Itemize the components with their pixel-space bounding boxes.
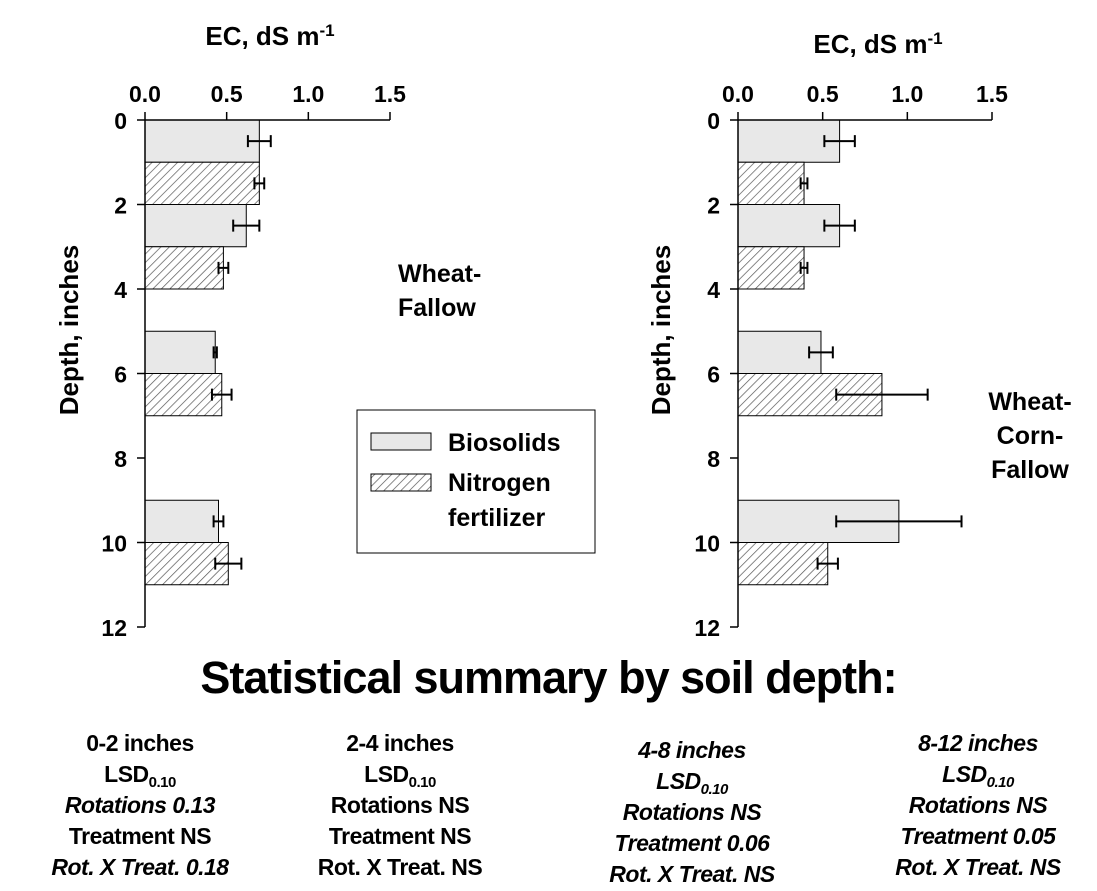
x-axis-title: EC, dS m-1 (813, 29, 942, 60)
y-tick-label: 12 (101, 615, 127, 641)
summary-lsd: LSD0.10 (656, 768, 728, 798)
rotation-label-line: Wheat- (398, 260, 481, 288)
summary-rot-x-treat: Rot. X Treat. NS (317, 854, 483, 880)
rotation-label-line: Wheat- (988, 388, 1071, 416)
summary-column-4-8-inches: 4-8 inches LSD0.10 Rotations NS Treatmen… (562, 735, 822, 890)
summary-column-2-4-inches: 2-4 inches LSD0.10 Rotations NS Treatmen… (270, 728, 530, 883)
x-tick-label: 0.5 (807, 81, 839, 107)
summary-rotations: Rotations NS (908, 792, 1048, 818)
summary-column-0-2-inches: 0-2 inches LSD0.10 Rotations 0.13 Treatm… (10, 728, 270, 883)
summary-rotations: Rotations NS (330, 792, 470, 818)
bar-nitrogen (737, 542, 829, 586)
y-axis-title: Depth, inches (646, 245, 676, 415)
y-tick-label: 4 (707, 277, 720, 303)
y-tick-label: 12 (694, 615, 720, 641)
rotation-label-line: Fallow (398, 294, 476, 322)
summary-treatment: Treatment 0.06 (614, 830, 770, 856)
summary-title: Statistical summary by soil depth: (200, 652, 897, 703)
x-tick-label: 1.0 (292, 81, 324, 107)
summary-treatment: Treatment 0.05 (900, 823, 1056, 849)
y-tick-label: 10 (101, 531, 127, 557)
x-axis-title: EC, dS m-1 (205, 21, 334, 52)
summary-column-8-12-inches: 8-12 inches LSD0.10 Rotations NS Treatme… (848, 728, 1097, 883)
y-axis-title: Depth, inches (54, 245, 84, 415)
rotation-label-line: Corn- (997, 422, 1064, 450)
summary-treatment: Treatment NS (328, 823, 472, 849)
summary-heading: 8-12 inches (918, 730, 1038, 756)
y-tick-label: 6 (114, 362, 127, 388)
wheat-corn-fallow-panel: 0.0 0.5 1.0 1.5 0 2 4 6 8 10 12 EC, dS m-1 Depth, in… (646, 29, 1072, 642)
legend-swatch-biosolids (370, 432, 432, 451)
summary-heading: 0-2 inches (86, 730, 194, 756)
legend-label-fertilizer: fertilizer (448, 504, 546, 532)
bar-nitrogen (144, 246, 224, 290)
summary-rot-x-treat: Rot. X Treat. 0.18 (51, 854, 229, 880)
legend: Biosolids Nitrogen fertilizer (356, 409, 596, 554)
summary-heading: 4-8 inches (638, 737, 746, 763)
summary-rotations: Rotations NS (622, 799, 762, 825)
x-axis-title-superscript: -1 (928, 29, 943, 48)
legend-label-nitrogen: Nitrogen (448, 469, 551, 497)
y-tick-label: 10 (694, 531, 720, 557)
y-tick-label: 2 (114, 193, 127, 219)
rotation-label-line: Fallow (991, 456, 1069, 484)
x-tick-label: 0.0 (129, 81, 161, 107)
x-tick-label: 1.5 (976, 81, 1008, 107)
x-tick-label: 1.0 (891, 81, 923, 107)
legend-label-biosolids: Biosolids (448, 429, 561, 457)
summary-heading: 2-4 inches (346, 730, 454, 756)
x-axis-title-superscript: -1 (320, 21, 335, 40)
summary-lsd: LSD0.10 (942, 761, 1014, 791)
chart-figure: 0.0 0.5 1.0 1.5 0 2 4 6 8 10 12 EC, dS m-1 Depth, in… (54, 21, 1072, 642)
summary-rotations: Rotations 0.13 (64, 792, 216, 818)
y-tick-label: 0 (114, 108, 127, 134)
summary-lsd: LSD0.10 (364, 761, 436, 791)
legend-swatch-nitrogen (370, 473, 432, 492)
summary-rot-x-treat: Rot. X Treat. NS (609, 861, 775, 887)
x-tick-label: 1.5 (374, 81, 406, 107)
wheat-fallow-panel: 0.0 0.5 1.0 1.5 0 2 4 6 8 10 12 EC, dS m-1 Depth, in… (54, 21, 481, 642)
bar-biosolids (144, 330, 216, 374)
summary-treatment: Treatment NS (68, 823, 212, 849)
y-tick-label: 4 (114, 277, 127, 303)
x-tick-label: 0.5 (211, 81, 243, 107)
bar-nitrogen (737, 246, 805, 290)
bar-nitrogen (144, 373, 223, 417)
bar-biosolids (144, 499, 219, 543)
y-tick-label: 2 (707, 193, 720, 219)
x-tick-label: 0.0 (722, 81, 754, 107)
summary-rot-x-treat: Rot. X Treat. NS (895, 854, 1061, 880)
y-tick-label: 8 (707, 446, 720, 472)
y-tick-label: 6 (707, 362, 720, 388)
bar-biosolids (737, 119, 841, 163)
summary-lsd: LSD0.10 (104, 761, 176, 791)
bar-biosolids (144, 204, 247, 248)
bar-nitrogen (737, 161, 805, 205)
y-tick-label: 0 (707, 108, 720, 134)
bar-biosolids (144, 119, 260, 163)
bar-nitrogen (144, 161, 260, 205)
y-tick-label: 8 (114, 446, 127, 472)
